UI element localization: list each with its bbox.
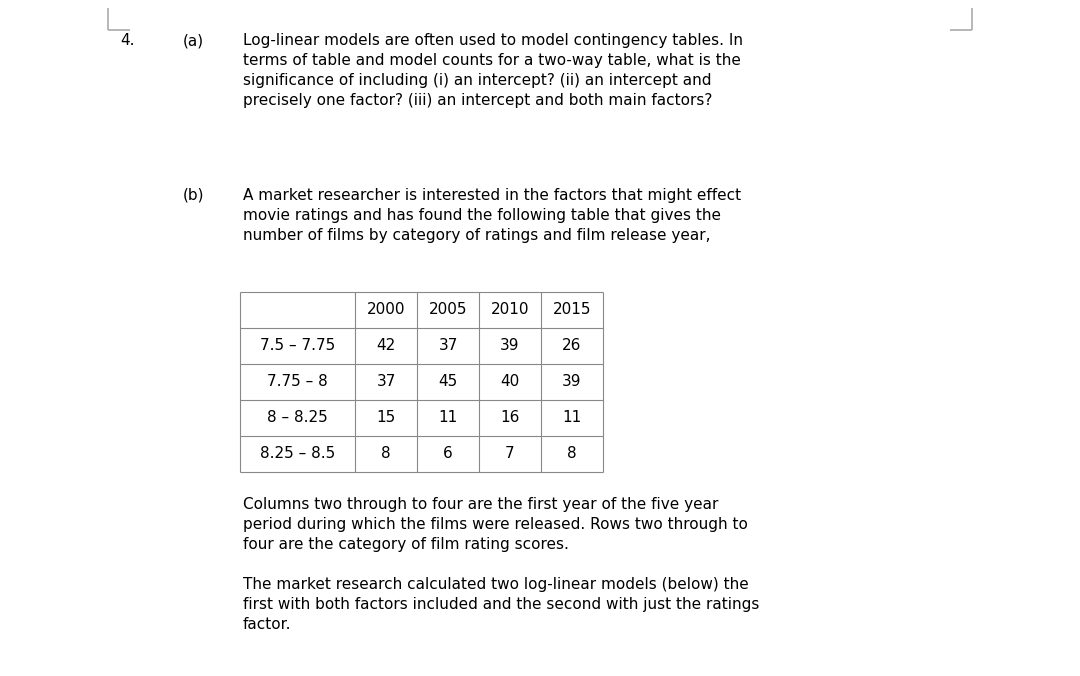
Text: 26: 26 [563, 339, 582, 354]
Text: 2015: 2015 [553, 302, 591, 318]
Text: 2010: 2010 [490, 302, 529, 318]
Text: period during which the films were released. Rows two through to: period during which the films were relea… [243, 517, 747, 532]
Text: 42: 42 [376, 339, 395, 354]
Text: A market researcher is interested in the factors that might effect: A market researcher is interested in the… [243, 188, 741, 203]
Text: 37: 37 [376, 375, 395, 389]
Text: 8 – 8.25: 8 – 8.25 [267, 410, 328, 425]
Text: factor.: factor. [243, 617, 292, 632]
Text: 11: 11 [438, 410, 458, 425]
Text: 45: 45 [438, 375, 458, 389]
Text: precisely one factor? (iii) an intercept and both main factors?: precisely one factor? (iii) an intercept… [243, 93, 713, 108]
Text: 37: 37 [438, 339, 458, 354]
Text: number of films by category of ratings and film release year,: number of films by category of ratings a… [243, 228, 711, 243]
Text: significance of including (i) an intercept? (ii) an intercept and: significance of including (i) an interce… [243, 73, 712, 88]
Text: 39: 39 [563, 375, 582, 389]
Text: (b): (b) [183, 188, 204, 203]
Text: movie ratings and has found the following table that gives the: movie ratings and has found the followin… [243, 208, 721, 223]
Text: (a): (a) [183, 33, 204, 48]
Text: 2000: 2000 [367, 302, 405, 318]
Text: 6: 6 [443, 447, 453, 462]
Text: 15: 15 [376, 410, 395, 425]
Text: first with both factors included and the second with just the ratings: first with both factors included and the… [243, 597, 759, 612]
Text: 4.: 4. [120, 33, 135, 48]
Text: The market research calculated two log-linear models (below) the: The market research calculated two log-l… [243, 577, 748, 592]
Text: terms of table and model counts for a two-way table, what is the: terms of table and model counts for a tw… [243, 53, 741, 68]
Text: Log-linear models are often used to model contingency tables. In: Log-linear models are often used to mode… [243, 33, 743, 48]
Text: 8: 8 [567, 447, 577, 462]
Text: Columns two through to four are the first year of the five year: Columns two through to four are the firs… [243, 497, 718, 512]
Text: 2005: 2005 [429, 302, 468, 318]
Text: 39: 39 [500, 339, 519, 354]
Text: 11: 11 [563, 410, 582, 425]
Text: four are the category of film rating scores.: four are the category of film rating sco… [243, 537, 569, 552]
Text: 7.75 – 8: 7.75 – 8 [267, 375, 328, 389]
Text: 7.5 – 7.75: 7.5 – 7.75 [260, 339, 335, 354]
Text: 16: 16 [500, 410, 519, 425]
Text: 8.25 – 8.5: 8.25 – 8.5 [260, 447, 335, 462]
Text: 7: 7 [505, 447, 515, 462]
Text: 8: 8 [381, 447, 391, 462]
Text: 40: 40 [500, 375, 519, 389]
